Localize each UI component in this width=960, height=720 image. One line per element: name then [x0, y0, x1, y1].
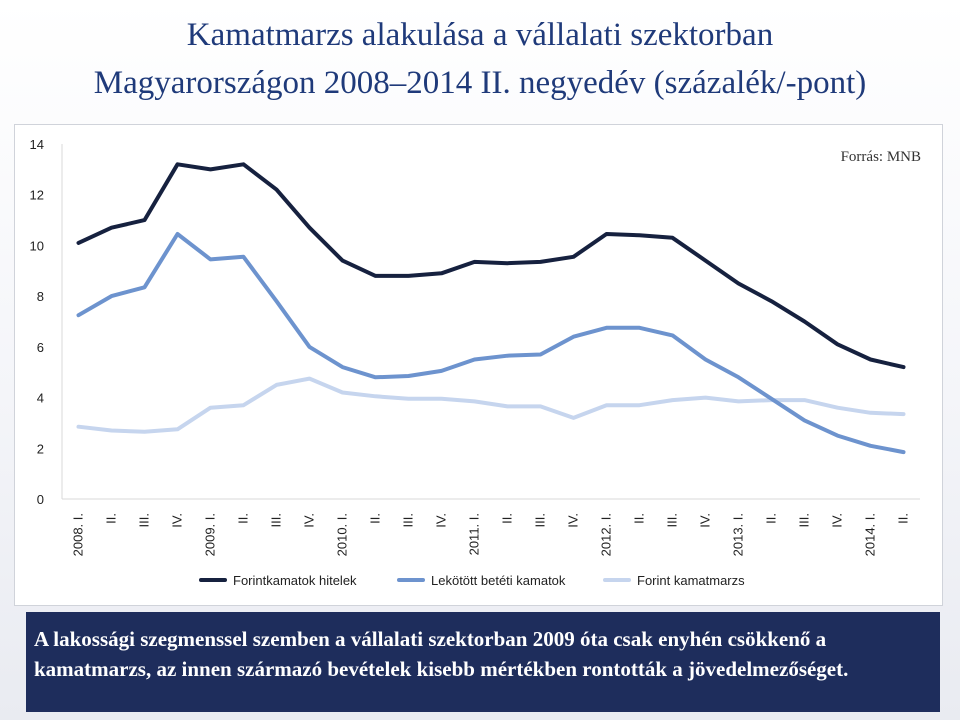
x-tick-label: III.	[269, 513, 284, 527]
x-tick-label: II.	[764, 513, 779, 524]
x-tick-label: II.	[368, 513, 383, 524]
x-tick-label: 2013. I.	[731, 513, 746, 556]
y-tick-label: 10	[30, 238, 44, 253]
chart-title-line2: Magyarországon 2008–2014 II. negyedév (s…	[93, 65, 867, 101]
y-tick-label: 2	[37, 441, 44, 456]
source-label: Forrás: MNB	[841, 149, 921, 165]
summary-note: A lakossági szegmenssel szemben a vállal…	[26, 612, 940, 712]
y-tick-label: 4	[37, 391, 44, 406]
x-tick-label: IV.	[434, 513, 449, 528]
y-tick-label: 8	[37, 289, 44, 304]
x-tick-label: III.	[533, 513, 548, 527]
x-tick-label: IV.	[566, 513, 581, 528]
x-tick-label: IV.	[830, 513, 845, 528]
x-tick-label: IV.	[302, 513, 317, 528]
legend-label: Forint kamatmarzs	[637, 573, 745, 588]
x-tick-label: II.	[632, 513, 647, 524]
y-tick-label: 14	[30, 137, 44, 152]
x-tick-label: III.	[665, 513, 680, 527]
x-tick-label: II.	[896, 513, 911, 524]
series-line	[76, 232, 906, 455]
y-tick-label: 12	[30, 188, 44, 203]
x-tick-label: 2012. I.	[599, 513, 614, 556]
x-tick-label: 2010. I.	[335, 513, 350, 556]
x-tick-label: 2014. I.	[863, 513, 878, 556]
chart-title-line1: Kamatmarzs alakulása a vállalati szektor…	[186, 17, 774, 53]
chart-area: 0 2 4 6 8 10 12 14 2008. I. II. III. IV. 2009. I. II…	[14, 124, 943, 606]
x-tick-label: II.	[236, 513, 251, 524]
y-tick-label: 6	[37, 340, 44, 355]
x-tick-label: II.	[500, 513, 515, 524]
legend-label: Lekötött betéti kamatok	[431, 573, 566, 588]
x-tick-label: 2009. I.	[203, 513, 218, 556]
y-tick-label: 0	[37, 492, 44, 507]
legend-label: Forintkamatok hitelek	[233, 573, 357, 588]
x-tick-label: IV.	[170, 513, 185, 528]
x-tick-label: II.	[104, 513, 119, 524]
x-tick-label: IV.	[698, 513, 713, 528]
series-line	[76, 376, 906, 434]
series-line	[76, 162, 906, 370]
x-tick-label: 2011. I.	[467, 513, 482, 555]
x-tick-label: III.	[137, 513, 152, 527]
x-tick-label: III.	[401, 513, 416, 527]
line-chart: 0 2 4 6 8 10 12 14 2008. I. II. III. IV. 2009. I. II…	[30, 137, 921, 588]
x-tick-label: 2008. I.	[71, 513, 86, 556]
x-tick-label: III.	[797, 513, 812, 527]
